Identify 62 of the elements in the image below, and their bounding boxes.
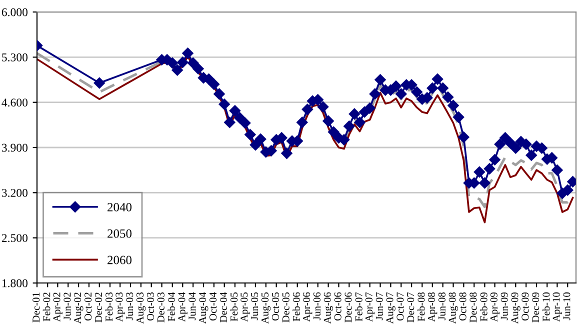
x-tick-label: Aug-03 bbox=[136, 292, 146, 324]
x-tick-label: Aug-06 bbox=[324, 292, 334, 324]
legend-label: 2040 bbox=[108, 202, 132, 212]
x-tick-label: Aug-04 bbox=[199, 292, 208, 324]
x-tick-label: Feb-03 bbox=[105, 292, 113, 322]
y-tick-label: 3.900 bbox=[2, 144, 28, 152]
x-tick-label: Dec-07 bbox=[407, 292, 414, 322]
x-tick-label: Dec-08 bbox=[470, 292, 477, 322]
x-tick-label: Apr-07 bbox=[365, 292, 375, 322]
x-tick-label: Apr-10 bbox=[552, 292, 562, 322]
x-tick-label: Dec-02 bbox=[94, 292, 102, 322]
x-tick-label: Feb-05 bbox=[230, 292, 238, 322]
x-tick-label: Jun-05 bbox=[251, 292, 258, 320]
x-tick-label: Apr-09 bbox=[490, 292, 500, 322]
x-tick-label: Oct-05 bbox=[272, 292, 279, 321]
x-tick-label: Oct-03 bbox=[146, 292, 154, 321]
y-tick-label: 5.300 bbox=[2, 53, 28, 62]
x-tick-label: Oct-08 bbox=[459, 292, 466, 321]
x-tick-label: Dec-04 bbox=[220, 292, 227, 322]
x-tick-label: Jun-03 bbox=[126, 292, 134, 320]
x-tick-label: Feb-09 bbox=[480, 292, 488, 322]
x-tick-label: Aug-07 bbox=[386, 292, 396, 324]
x-tick-label: Aug-05 bbox=[261, 292, 271, 324]
x-tick-label: Oct-09 bbox=[522, 292, 529, 321]
x-tick-label: Oct-02 bbox=[84, 292, 92, 321]
x-tick-label: Oct-07 bbox=[396, 292, 404, 321]
x-tick-label: Apr-02 bbox=[53, 292, 62, 322]
x-tick-label: Jun-02 bbox=[64, 292, 71, 320]
x-tick-label: Feb-07 bbox=[355, 292, 362, 322]
x-tick-label: Dec-01 bbox=[32, 292, 40, 322]
y-tick-label: 6.000 bbox=[2, 8, 28, 16]
x-tick-label: Jun-10 bbox=[563, 292, 570, 320]
x-tick-label: Jun-08 bbox=[438, 292, 446, 320]
x-tick-label: Apr-06 bbox=[303, 292, 312, 322]
x-tick-label: Apr-04 bbox=[178, 292, 188, 322]
x-tick-label: Oct-06 bbox=[334, 292, 342, 321]
x-tick-label: Dec-09 bbox=[532, 292, 540, 322]
x-tick-label: Jun-04 bbox=[188, 292, 196, 320]
x-tick-label: Feb-04 bbox=[168, 292, 175, 322]
legend-label: 2050 bbox=[108, 229, 132, 238]
x-tick-label: Dec-03 bbox=[157, 292, 164, 322]
x-tick-label: Aug-02 bbox=[74, 292, 84, 324]
x-tick-label: Dec-06 bbox=[344, 292, 352, 322]
x-tick-label: Feb-06 bbox=[292, 292, 300, 322]
x-tick-label: Apr-03 bbox=[116, 292, 125, 322]
x-tick-label: Dec-05 bbox=[282, 292, 290, 322]
y-tick-label: 2.500 bbox=[2, 234, 28, 242]
x-tick-label: Jun-06 bbox=[313, 292, 320, 320]
x-tick-label: Jun-09 bbox=[500, 292, 508, 320]
legend-label: 2060 bbox=[108, 256, 132, 264]
x-tick-label: Oct-04 bbox=[210, 292, 217, 321]
x-tick-label: Apr-08 bbox=[428, 292, 438, 322]
x-tick-label: Feb-02 bbox=[42, 292, 50, 322]
y-tick-label: 3.200 bbox=[2, 188, 28, 197]
x-tick-label: Feb-10 bbox=[542, 292, 550, 322]
y-tick-label: 1.800 bbox=[2, 279, 28, 288]
y-tick-label: 4.600 bbox=[2, 98, 28, 107]
x-tick-label: Apr-05 bbox=[240, 292, 250, 322]
x-tick-label: Feb-08 bbox=[417, 292, 425, 322]
x-tick-label: Aug-09 bbox=[511, 292, 520, 324]
x-tick-label: Aug-08 bbox=[448, 292, 458, 324]
x-tick-label: Jun-07 bbox=[376, 292, 383, 320]
